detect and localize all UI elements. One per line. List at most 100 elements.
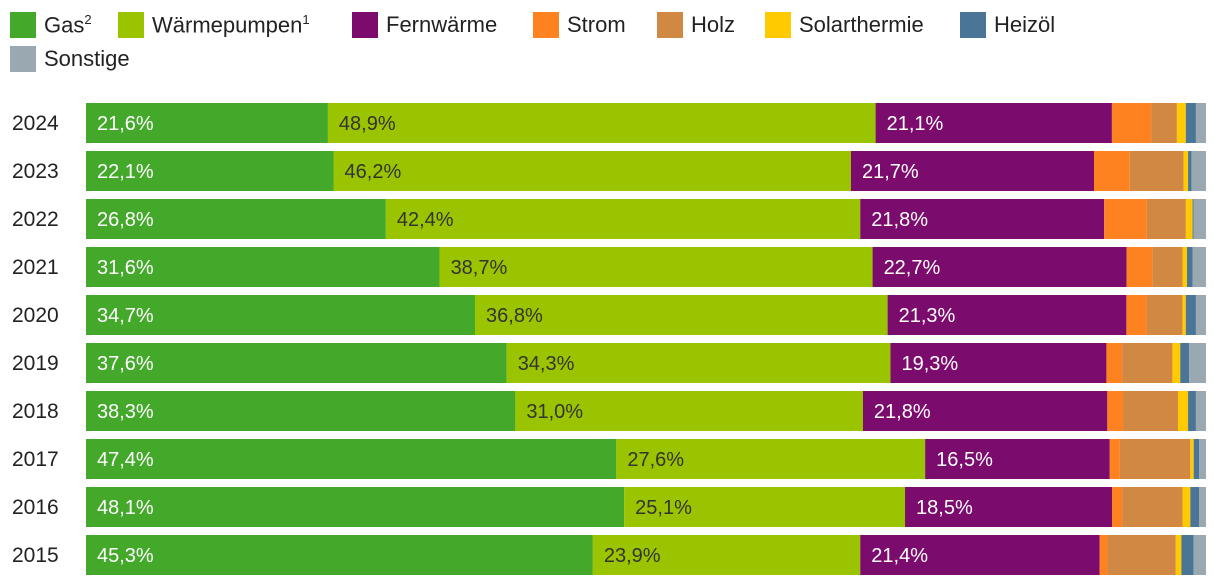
bar-segment — [1193, 535, 1206, 575]
bar-segment — [385, 199, 861, 239]
bar-segment — [1195, 391, 1206, 431]
legend-swatch — [960, 12, 986, 38]
bar-segment — [1175, 535, 1182, 575]
bar-segment — [1106, 343, 1123, 383]
bar-segment — [1186, 247, 1193, 287]
bar-segment — [1189, 343, 1206, 383]
bar-segment — [86, 103, 328, 143]
bar-segment — [887, 295, 1127, 335]
bar-segment — [1192, 199, 1194, 239]
year-label: 2020 — [12, 304, 59, 327]
bar-segment — [1119, 439, 1191, 479]
bar-segment — [624, 487, 906, 527]
bar-segment — [1190, 487, 1200, 527]
year-label: 2017 — [12, 448, 59, 471]
bar-segment — [1151, 103, 1177, 143]
bar-value-label: 21,8% — [871, 209, 928, 231]
bar-value-label: 21,4% — [871, 545, 928, 567]
bar-segment — [1129, 151, 1184, 191]
bar-segment — [86, 151, 334, 191]
legend-item: Strom — [533, 10, 626, 40]
bar-segment — [327, 103, 876, 143]
bar-segment — [1182, 487, 1191, 527]
bar-value-label: 37,6% — [97, 353, 154, 375]
bar-value-label: 38,7% — [451, 257, 508, 279]
bar-segment — [1190, 439, 1194, 479]
bar-value-label: 21,8% — [874, 401, 931, 423]
bar-value-label: 26,8% — [97, 209, 154, 231]
year-label: 2015 — [12, 544, 59, 567]
legend-swatch — [533, 12, 559, 38]
bar-value-label: 21,1% — [887, 113, 944, 135]
bar-value-label: 19,3% — [901, 353, 958, 375]
legend-label: Strom — [567, 12, 626, 37]
bar-segment — [1182, 247, 1187, 287]
bar-segment — [875, 103, 1112, 143]
bar-value-label: 18,5% — [916, 497, 973, 519]
bar-value-label: 22,1% — [97, 161, 154, 183]
bar-segment — [1123, 391, 1178, 431]
bar-segment — [1185, 199, 1193, 239]
bar-segment — [1104, 199, 1147, 239]
bar-segment — [1180, 343, 1190, 383]
bar-segment — [1172, 343, 1181, 383]
bar-segment — [1122, 343, 1173, 383]
bar-value-label: 21,6% — [97, 113, 154, 135]
year-label: 2023 — [12, 160, 59, 183]
legend-swatch — [765, 12, 791, 38]
bar-segment — [1107, 391, 1124, 431]
bar-segment — [925, 439, 1110, 479]
legend-item: Wärmepumpen1 — [118, 10, 310, 40]
bar-segment — [905, 487, 1113, 527]
bar-segment — [506, 343, 891, 383]
bar-segment — [86, 343, 507, 383]
bar-segment — [1111, 103, 1152, 143]
bar-segment — [86, 439, 617, 479]
bar-segment — [1185, 295, 1196, 335]
bar-segment — [1126, 295, 1147, 335]
bar-value-label: 31,6% — [97, 257, 154, 279]
legend-swatch — [657, 12, 683, 38]
legend-swatch — [10, 12, 36, 38]
bar-segment — [1109, 439, 1120, 479]
bar-segment — [1146, 199, 1186, 239]
bar-segment — [1146, 295, 1183, 335]
legend-swatch — [352, 12, 378, 38]
year-label: 2018 — [12, 400, 59, 423]
bar-segment — [333, 151, 851, 191]
bar-segment — [1107, 535, 1176, 575]
bar-value-label: 42,4% — [397, 209, 454, 231]
bar-value-label: 22,7% — [884, 257, 941, 279]
bar-segment — [850, 151, 1094, 191]
legend-label: Wärmepumpen1 — [152, 11, 310, 38]
bar-value-label: 31,0% — [526, 401, 583, 423]
bar-value-label: 47,4% — [97, 449, 154, 471]
bar-value-label: 38,3% — [97, 401, 154, 423]
bar-segment — [1193, 439, 1200, 479]
bar-segment — [890, 343, 1107, 383]
bar-value-label: 27,6% — [627, 449, 684, 471]
bar-segment — [616, 439, 926, 479]
bar-segment — [860, 535, 1100, 575]
bar-segment — [862, 391, 1108, 431]
legend-item: Solarthermie — [765, 10, 924, 40]
bar-segment — [1193, 199, 1206, 239]
year-label: 2021 — [12, 256, 59, 279]
bar-value-label: 46,2% — [345, 161, 402, 183]
bar-value-label: 36,8% — [486, 305, 543, 327]
bar-segment — [86, 295, 476, 335]
bar-segment — [1126, 247, 1153, 287]
legend-item: Fernwärme — [352, 10, 497, 40]
legend-label: Gas2 — [44, 11, 92, 38]
legend-item: Sonstige — [10, 44, 130, 74]
legend-swatch — [10, 46, 36, 72]
bar-segment — [475, 295, 888, 335]
bar-segment — [1094, 151, 1130, 191]
bar-value-label: 23,9% — [604, 545, 661, 567]
bar-value-label: 34,7% — [97, 305, 154, 327]
bar-value-label: 16,5% — [936, 449, 993, 471]
bar-segment — [1185, 103, 1196, 143]
legend-item: Holz — [657, 10, 735, 40]
bar-segment — [1192, 247, 1206, 287]
